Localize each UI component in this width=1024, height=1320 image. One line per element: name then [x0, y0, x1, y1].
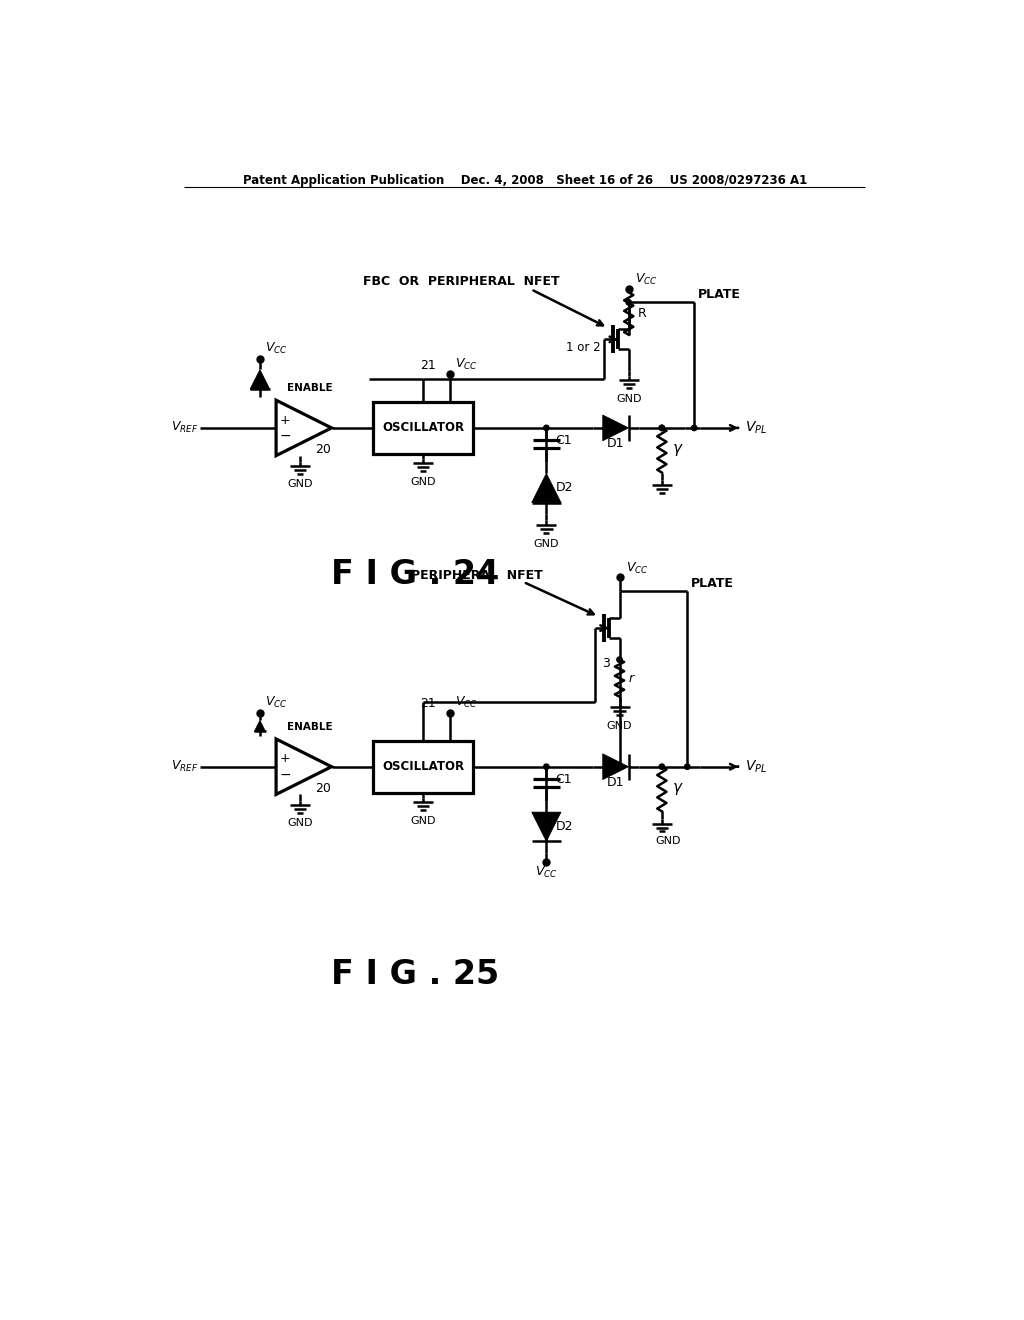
Text: GND: GND [655, 836, 681, 846]
Text: $V_{CC}$: $V_{CC}$ [264, 341, 288, 356]
Text: $\gamma$: $\gamma$ [672, 442, 684, 458]
Circle shape [616, 764, 623, 770]
Text: −: − [280, 429, 291, 442]
Text: Patent Application Publication    Dec. 4, 2008   Sheet 16 of 26    US 2008/02972: Patent Application Publication Dec. 4, 2… [243, 174, 807, 187]
Text: GND: GND [287, 479, 312, 488]
Text: $V_{CC}$: $V_{CC}$ [535, 865, 558, 879]
Polygon shape [250, 370, 270, 389]
Text: $V_{CC}$: $V_{CC}$ [455, 696, 477, 710]
Text: $V_{CC}$: $V_{CC}$ [264, 696, 288, 710]
Text: 3: 3 [602, 657, 610, 671]
Circle shape [685, 764, 690, 770]
Text: GND: GND [534, 539, 559, 549]
Text: $V_{PL}$: $V_{PL}$ [745, 759, 767, 775]
Text: ENABLE: ENABLE [287, 383, 333, 393]
Circle shape [659, 425, 665, 430]
Text: GND: GND [287, 817, 312, 828]
Text: $V_{REF}$: $V_{REF}$ [171, 420, 199, 436]
Text: +: + [280, 413, 291, 426]
Text: 21: 21 [421, 697, 436, 710]
Text: 1 or 2: 1 or 2 [565, 341, 600, 354]
Polygon shape [254, 721, 265, 731]
Polygon shape [276, 739, 332, 795]
Text: GND: GND [607, 721, 632, 731]
Text: 20: 20 [315, 444, 331, 455]
Text: r: r [629, 672, 634, 685]
Text: 20: 20 [315, 781, 331, 795]
Circle shape [544, 764, 549, 770]
Bar [373, 401, 473, 454]
Text: FBC  OR  PERIPHERAL  NFET: FBC OR PERIPHERAL NFET [364, 275, 560, 288]
Circle shape [626, 300, 632, 305]
Text: $V_{REF}$: $V_{REF}$ [171, 759, 199, 775]
Text: −: − [280, 767, 291, 781]
Text: ENABLE: ENABLE [287, 722, 333, 733]
Text: $\gamma$: $\gamma$ [672, 781, 684, 797]
Text: $V_{CC}$: $V_{CC}$ [455, 356, 477, 372]
Text: +: + [280, 752, 291, 766]
Polygon shape [603, 414, 629, 441]
Polygon shape [531, 812, 561, 841]
Text: OSCILLATOR: OSCILLATOR [382, 421, 464, 434]
Text: $V_{PL}$: $V_{PL}$ [745, 420, 767, 436]
Text: D1: D1 [607, 776, 625, 788]
Text: $V_{CC}$: $V_{CC}$ [635, 272, 657, 286]
Text: D1: D1 [607, 437, 625, 450]
Text: C1: C1 [556, 772, 572, 785]
Circle shape [659, 764, 665, 770]
Text: GND: GND [411, 816, 436, 826]
Circle shape [616, 657, 623, 663]
Text: R: R [638, 306, 647, 319]
Polygon shape [603, 754, 629, 780]
Text: D2: D2 [556, 482, 573, 495]
Circle shape [659, 425, 665, 430]
Polygon shape [531, 474, 561, 503]
Text: F I G . 24: F I G . 24 [332, 557, 500, 591]
Text: C1: C1 [556, 434, 572, 446]
Text: OSCILLATOR: OSCILLATOR [382, 760, 464, 774]
Circle shape [691, 425, 697, 430]
Text: 21: 21 [421, 359, 436, 372]
Text: PLATE: PLATE [691, 577, 734, 590]
Text: D2: D2 [556, 820, 573, 833]
Text: $V_{CC}$: $V_{CC}$ [626, 561, 648, 576]
Text: F I G . 25: F I G . 25 [332, 958, 500, 991]
Polygon shape [276, 400, 332, 455]
Text: PLATE: PLATE [698, 288, 741, 301]
Text: GND: GND [616, 395, 641, 404]
Text: GND: GND [411, 478, 436, 487]
Circle shape [544, 425, 549, 430]
Text: PERIPHERAL  NFET: PERIPHERAL NFET [412, 569, 543, 582]
Bar [373, 741, 473, 793]
